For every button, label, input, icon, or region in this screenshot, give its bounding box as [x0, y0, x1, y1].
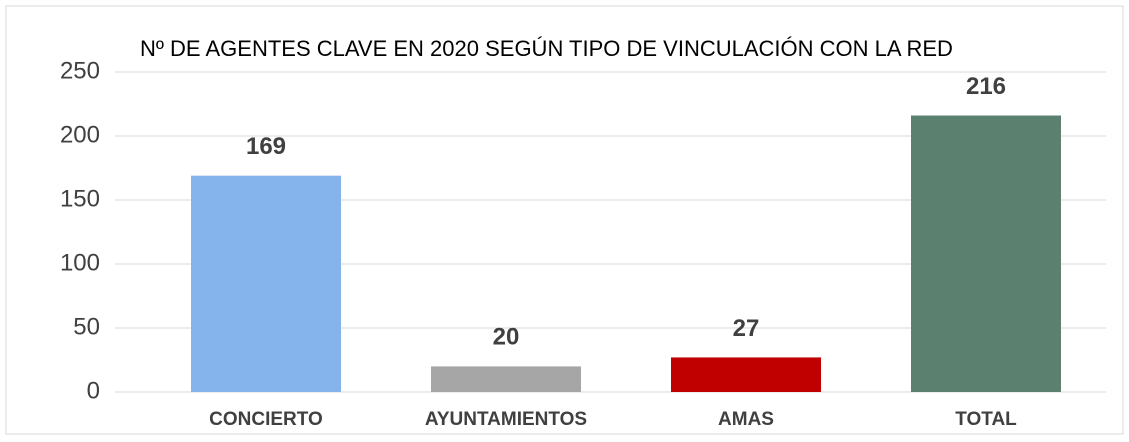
x-tick-label: TOTAL [955, 409, 1017, 430]
value-label: 27 [733, 315, 760, 342]
x-tick-label: AMAS [718, 409, 774, 430]
bar [671, 357, 821, 392]
y-tick-label: 250 [60, 57, 100, 84]
bar [431, 366, 581, 392]
value-label: 216 [966, 73, 1006, 100]
chart-title: Nº DE AGENTES CLAVE EN 2020 SEGÚN TIPO D… [140, 36, 953, 61]
bar [911, 115, 1061, 393]
y-tick-label: 200 [60, 121, 100, 148]
x-tick-label: AYUNTAMIENTOS [425, 409, 587, 430]
y-tick-label: 150 [60, 185, 100, 212]
value-label: 20 [493, 324, 520, 351]
x-tick-label: CONCIERTO [209, 409, 323, 430]
bar [191, 175, 341, 392]
value-label: 169 [246, 133, 286, 160]
y-tick-label: 100 [60, 249, 100, 276]
y-tick-label: 50 [73, 313, 100, 340]
y-tick-label: 0 [87, 377, 100, 404]
